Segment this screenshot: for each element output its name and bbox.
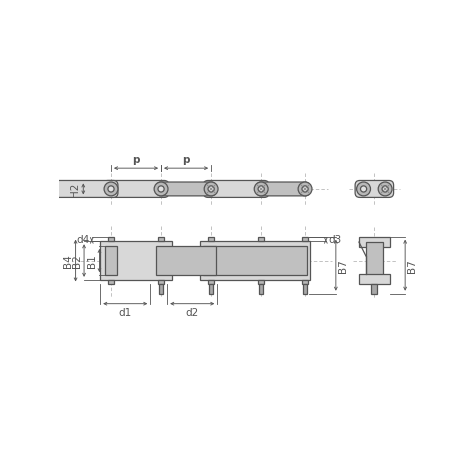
Text: d2: d2: [185, 307, 198, 317]
FancyBboxPatch shape: [54, 181, 118, 198]
Bar: [302, 285, 307, 294]
Circle shape: [108, 186, 114, 193]
Circle shape: [381, 186, 387, 193]
Bar: [157, 237, 164, 242]
FancyBboxPatch shape: [354, 181, 393, 198]
Text: d1: d1: [118, 307, 132, 317]
Bar: [105, 246, 117, 275]
Bar: [203, 246, 306, 275]
FancyBboxPatch shape: [203, 181, 268, 198]
Circle shape: [301, 186, 308, 193]
Text: B2: B2: [72, 254, 82, 268]
FancyBboxPatch shape: [103, 181, 168, 198]
Bar: [257, 280, 263, 285]
Circle shape: [257, 186, 263, 193]
Bar: [157, 280, 164, 285]
Bar: [301, 280, 308, 285]
FancyBboxPatch shape: [156, 183, 215, 196]
Bar: [257, 237, 263, 242]
Bar: [208, 285, 213, 294]
Bar: [108, 280, 114, 285]
Text: p: p: [132, 154, 140, 164]
Text: p: p: [182, 154, 190, 164]
Bar: [100, 242, 172, 280]
Bar: [258, 285, 263, 294]
Bar: [108, 237, 114, 242]
Bar: [365, 242, 382, 280]
Circle shape: [207, 186, 214, 193]
Bar: [156, 246, 215, 275]
Circle shape: [104, 183, 118, 196]
Circle shape: [360, 186, 366, 193]
Bar: [200, 242, 309, 280]
Bar: [158, 285, 163, 294]
Circle shape: [254, 183, 268, 196]
Circle shape: [297, 183, 311, 196]
Text: B7: B7: [337, 259, 347, 273]
Text: B4: B4: [63, 254, 73, 268]
Circle shape: [356, 183, 369, 196]
Circle shape: [157, 186, 164, 193]
Text: B7: B7: [407, 259, 417, 273]
Text: H2: H2: [70, 182, 80, 197]
Bar: [358, 237, 389, 247]
Circle shape: [204, 183, 218, 196]
Bar: [207, 280, 214, 285]
Bar: [370, 285, 377, 294]
Bar: [207, 237, 214, 242]
FancyBboxPatch shape: [256, 183, 309, 196]
Bar: [358, 275, 389, 285]
Circle shape: [154, 183, 168, 196]
Circle shape: [377, 183, 391, 196]
Text: B1: B1: [87, 254, 97, 268]
Text: d3: d3: [327, 235, 341, 245]
Bar: [301, 237, 308, 242]
Text: d4: d4: [76, 235, 89, 245]
